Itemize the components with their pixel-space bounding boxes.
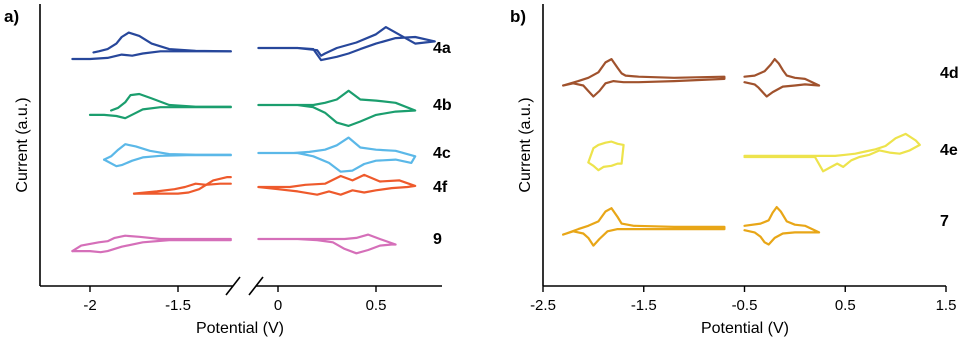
panel-b-label: b)	[510, 7, 526, 26]
panel-a-curve-labels: 4a 4b 4c 4f 9	[433, 40, 452, 248]
panel-a-chart: a) -2 -1.5 0 0.5 Potential (V) Current (a.u…	[4, 4, 452, 337]
cv-curve-4c-anodic	[102, 154, 232, 168]
panel-b-y-axis-title: Current (a.u.)	[517, 97, 534, 192]
cv-curve-4c-right	[257, 136, 417, 173]
cv-curve-9-right	[257, 233, 397, 255]
curve-label-7: 7	[940, 213, 949, 230]
panel-b-x-tick-label: -0.5	[732, 297, 758, 314]
curve-label-4d: 4d	[940, 65, 959, 82]
cv-curve-4d-right	[743, 57, 821, 98]
cv-curve-9-cathodic	[71, 234, 232, 253]
curve-label-9: 9	[433, 231, 442, 248]
panel-b-x-tick-label: 0.5	[835, 297, 856, 314]
panel-a-label: a)	[4, 7, 19, 26]
curve-label-4a: 4a	[433, 40, 451, 57]
cv-curve-4a-anodic	[71, 50, 232, 61]
cv-curve-4a-cathodic	[92, 31, 232, 54]
cv-curve-4f-right	[257, 173, 417, 196]
panel-b-x-axis-title: Potential (V)	[701, 320, 789, 337]
cv-curve-4c-cathodic	[102, 143, 232, 161]
panel-b-chart: b) -2.5 -1.5 -0.5 0.5 1.5 Potential (V) Curr…	[510, 4, 959, 337]
panel-b-x-tick-label: 1.5	[936, 297, 957, 314]
curve-label-4c: 4c	[433, 145, 451, 162]
cv-curve-4d-left	[561, 57, 726, 98]
cv-curve-4f-anodic	[132, 182, 232, 195]
panel-b-x-ticks: -2.5 -1.5 -0.5 0.5 1.5	[530, 286, 956, 314]
axis-break-mark-left	[225, 276, 241, 296]
cv-curve-4a-right	[257, 26, 436, 62]
cv-curve-7-left	[561, 207, 726, 247]
panel-b-x-tick-label: -2.5	[530, 297, 556, 314]
panel-a-x-tick-label: 0	[274, 297, 282, 314]
panel-b-curves	[561, 57, 921, 247]
panel-a-x-axis-title: Potential (V)	[196, 320, 284, 337]
cv-curve-4e-left	[587, 140, 625, 172]
panel-a-x-tick-label: -2	[83, 297, 96, 314]
cv-curve-4f-cathodic	[132, 176, 232, 195]
curve-label-4f: 4f	[433, 179, 448, 196]
panel-a-y-axis-title: Current (a.u.)	[14, 97, 31, 192]
cv-curve-4b-right	[257, 89, 417, 128]
cv-curve-4b-anodic	[88, 106, 232, 120]
panel-a-x-tick-label: -1.5	[165, 297, 191, 314]
cv-curve-7-right	[743, 206, 821, 246]
panel-b-curve-labels: 4d 4e 7	[940, 65, 959, 230]
panel-a-x-tick-label: 0.5	[366, 297, 387, 314]
curve-label-4e: 4e	[940, 142, 958, 159]
axis-break-mark-right	[248, 276, 264, 296]
cv-curve-9-anodic	[71, 239, 232, 254]
curve-label-4b: 4b	[433, 97, 452, 114]
panel-b-x-tick-label: -1.5	[631, 297, 657, 314]
panel-a-curves	[71, 26, 436, 255]
panel-a-x-ticks: -2 -1.5 0 0.5	[83, 286, 386, 314]
cv-curve-4e-right	[743, 132, 921, 173]
